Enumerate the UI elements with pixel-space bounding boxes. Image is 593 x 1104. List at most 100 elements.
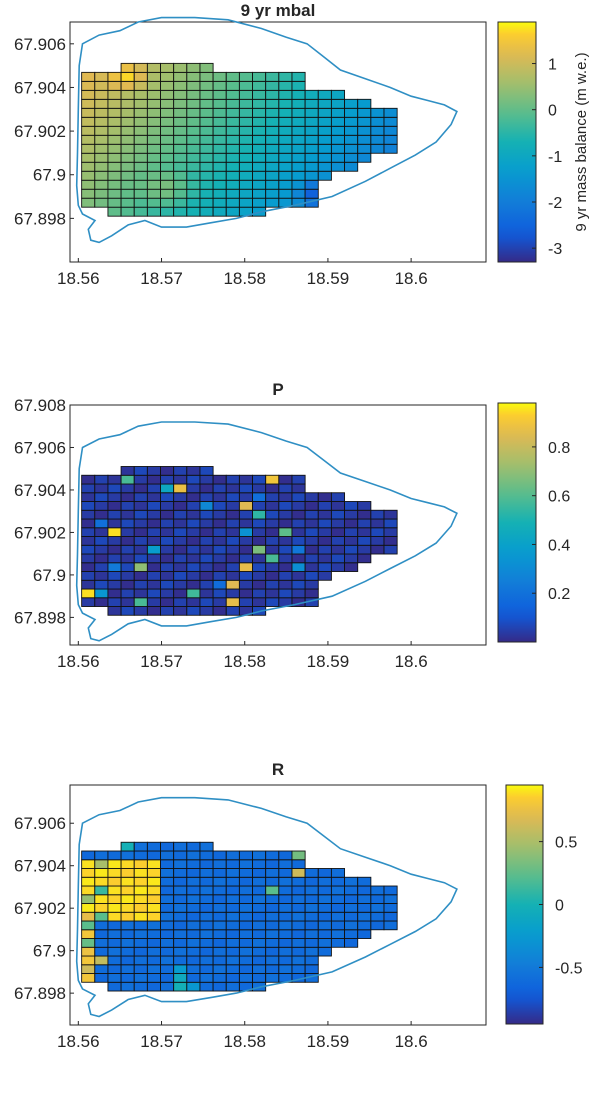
heatmap-cell [278, 527, 293, 537]
heatmap-cell [133, 206, 148, 217]
heatmap-cell [186, 981, 201, 992]
heatmap-cell [160, 588, 175, 599]
heatmap-cell [120, 62, 135, 73]
heatmap-cell [146, 62, 161, 73]
heatmap-cell [225, 981, 240, 992]
heatmap-cell [186, 62, 201, 73]
heatmap-cell [186, 98, 201, 109]
heatmap-cell [344, 553, 359, 564]
heatmap-cell [120, 89, 135, 100]
heatmap-cell [252, 71, 267, 82]
heatmap-cell [278, 885, 293, 896]
heatmap-cell [133, 125, 148, 136]
heatmap-cell [199, 571, 214, 581]
heatmap-cell [199, 903, 214, 913]
heatmap-cell [330, 544, 346, 555]
heatmap-cell [278, 518, 293, 529]
heatmap-cell [186, 955, 201, 966]
heatmap-cell [146, 929, 161, 939]
x-tick-label: 18.56 [57, 269, 100, 288]
heatmap-cell [238, 597, 253, 607]
heatmap-cell [81, 911, 96, 922]
y-tick-label: 67.906 [14, 814, 66, 833]
heatmap-cell [304, 179, 319, 190]
heatmap-cell [265, 544, 280, 555]
heatmap-cell [160, 188, 175, 199]
heatmap-cell [252, 89, 267, 100]
heatmap-cell [383, 885, 398, 896]
heatmap-cell [317, 946, 332, 957]
heatmap-cell [107, 161, 122, 172]
heatmap-cell [383, 518, 398, 529]
heatmap-cell [81, 562, 96, 572]
heatmap-cell [160, 553, 175, 564]
heatmap-cell [199, 606, 214, 616]
heatmap-cell [212, 946, 227, 957]
heatmap-cell [173, 903, 188, 913]
heatmap-cell [186, 544, 201, 555]
heatmap-cell [160, 170, 175, 181]
heatmap-cell [317, 562, 332, 572]
colorbar-gradient [497, 402, 537, 643]
heatmap-cell [146, 98, 161, 109]
heatmap-cell [120, 518, 135, 529]
heatmap-cell [330, 89, 346, 100]
heatmap-cell [383, 894, 398, 904]
heatmap-cell [173, 920, 188, 931]
heatmap-cell [146, 188, 161, 199]
heatmap-cell [173, 894, 188, 904]
heatmap-cell [304, 152, 319, 163]
heatmap-cell [304, 518, 319, 529]
y-tick-label: 67.9 [33, 166, 66, 185]
heatmap-cell [238, 903, 253, 913]
heatmap-cell [94, 562, 109, 572]
heatmap-cell [212, 134, 227, 145]
heatmap-cell [212, 973, 227, 983]
heatmap-cell [238, 894, 253, 904]
heatmap-cell [291, 579, 306, 590]
heatmap-cell [94, 938, 109, 948]
glacier-outline [75, 796, 458, 1018]
heatmap-cell [212, 474, 227, 485]
x-tick-label: 18.59 [307, 269, 350, 288]
heatmap-cell [199, 483, 214, 494]
heatmap-cell [238, 527, 253, 537]
heatmap-cell [225, 876, 240, 887]
heatmap-cell [278, 170, 293, 181]
heatmap-cell [212, 885, 227, 896]
heatmap-cell [238, 553, 253, 564]
heatmap-cell [265, 597, 280, 607]
heatmap-cell [344, 98, 359, 109]
heatmap-cell [120, 876, 135, 887]
heatmap-cell [330, 903, 346, 913]
heatmap-cell [291, 80, 306, 91]
heatmap-cell [383, 920, 398, 931]
heatmap-cell [304, 955, 319, 966]
heatmap-cell [212, 518, 227, 529]
heatmap-cell [212, 606, 227, 616]
heatmap-cell [107, 553, 122, 564]
heatmap-cell [186, 946, 201, 957]
heatmap-cell [173, 89, 188, 100]
heatmap-cell [94, 571, 109, 581]
heatmap-cell [238, 955, 253, 966]
heatmap-cell [225, 509, 240, 520]
heatmap-cell [173, 859, 188, 869]
colorbar-gradient [497, 21, 537, 263]
heatmap-cell [199, 964, 214, 974]
heatmap-cell [107, 850, 122, 861]
heatmap-cell [133, 107, 148, 118]
heatmap-cell [291, 876, 306, 887]
heatmap-cell [291, 588, 306, 599]
heatmap-cell [304, 911, 319, 922]
heatmap-cell [133, 98, 148, 109]
heatmap-cell [212, 859, 227, 869]
heatmap-cell [120, 527, 135, 537]
heatmap-cell [357, 903, 372, 913]
heatmap-cell [291, 89, 306, 100]
heatmap-cell [81, 179, 96, 190]
heatmap-cell [291, 143, 306, 154]
heatmap-cell [278, 946, 293, 957]
heatmap-cell [81, 859, 96, 869]
heatmap-cell [330, 894, 346, 904]
